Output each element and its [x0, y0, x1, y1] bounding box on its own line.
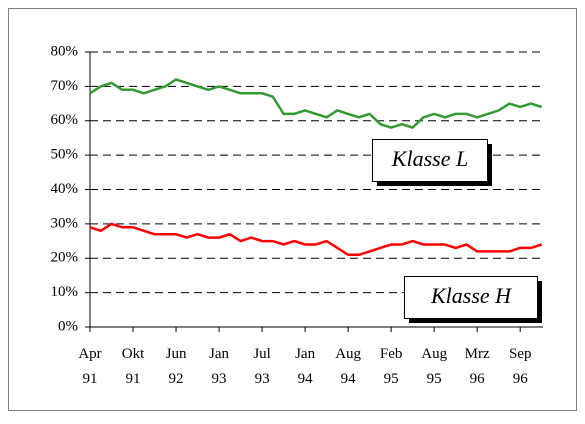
x-tick-label: Mrz 96	[465, 346, 490, 387]
y-tick-label: 80%	[51, 43, 79, 59]
x-tick-label: Jul 93	[253, 346, 271, 387]
x-tick-label: Jan 93	[209, 346, 229, 387]
chart-frame	[8, 8, 577, 411]
x-tick-label: Okt 91	[122, 346, 145, 387]
series-line	[89, 78, 543, 130]
series-label: Klasse H	[430, 283, 512, 308]
annotation-box	[404, 276, 538, 319]
y-tick-label: 10%	[51, 284, 79, 300]
y-tick-label: 70%	[51, 78, 79, 94]
x-tick-label: Aug 94	[335, 346, 361, 387]
y-tick-label: 60%	[51, 112, 79, 128]
annotation-box	[372, 139, 488, 182]
x-tick-label: Jan 94	[295, 346, 315, 387]
x-tick-label: Aug 95	[421, 346, 447, 387]
series-line	[89, 222, 543, 257]
x-tick-label: Sep 96	[509, 346, 532, 387]
y-tick-label: 0%	[58, 318, 78, 334]
x-tick-label: Feb 95	[380, 346, 403, 387]
x-tick-label: Apr 91	[78, 346, 101, 387]
series-label: Klasse L	[391, 146, 468, 171]
y-tick-label: 50%	[51, 147, 79, 163]
x-tick-label: Jun 92	[166, 346, 187, 387]
y-tick-label: 40%	[51, 181, 79, 197]
y-tick-label: 30%	[51, 215, 79, 231]
y-tick-label: 20%	[51, 250, 79, 266]
